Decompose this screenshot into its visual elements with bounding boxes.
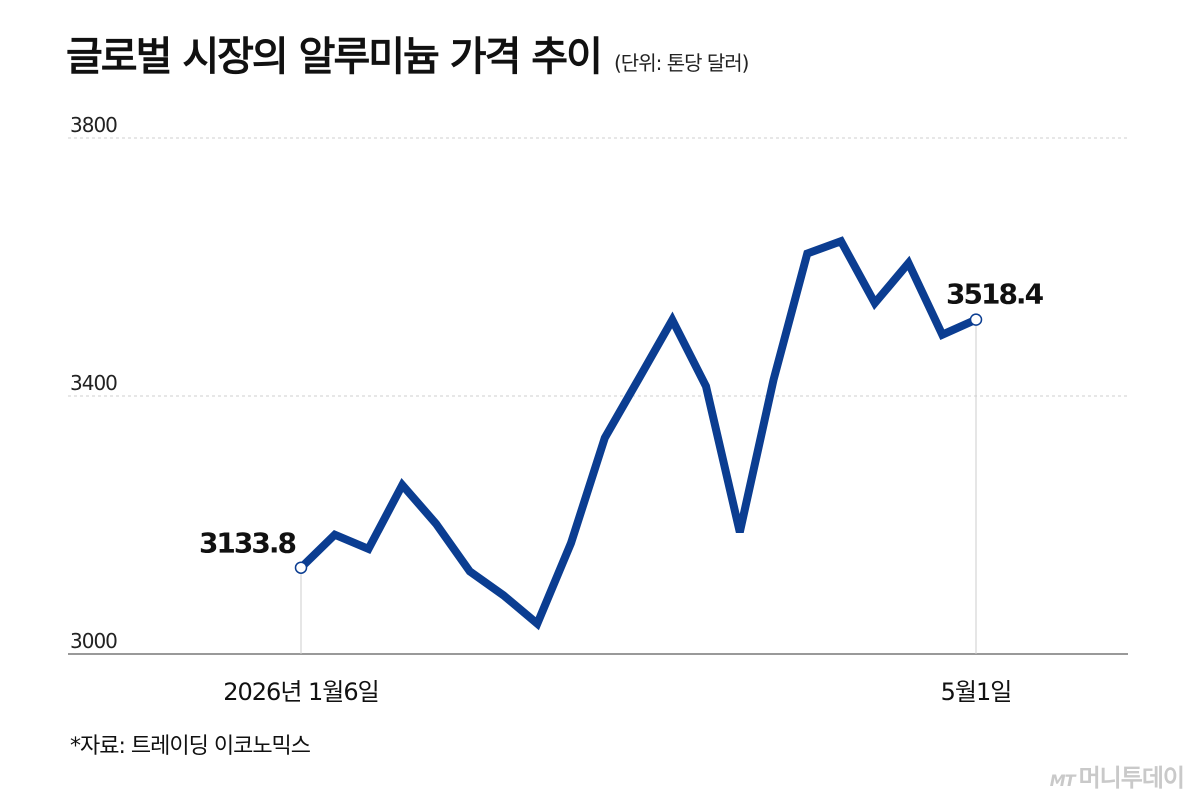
data-point-marker	[969, 313, 983, 326]
y-tick-label: 3000	[70, 629, 117, 653]
data-point-marker	[294, 561, 308, 574]
x-tick-label: 2026년 1월6일	[223, 678, 379, 706]
title-row: 글로벌 시장의 알루미늄 가격 추이 (단위: 톤당 달러)	[66, 24, 749, 82]
logo-text: 머니투데이	[1078, 764, 1185, 792]
data-label: 3518.4	[946, 278, 1044, 311]
unit-label: (단위: 톤당 달러)	[614, 51, 749, 75]
series-line	[298, 236, 978, 631]
source-note: *자료: 트레이딩 이코노믹스	[70, 734, 311, 759]
y-tick-label: 3400	[70, 371, 117, 395]
x-tick-label: 5월1일	[941, 678, 1012, 706]
data-label: 3133.8	[199, 527, 296, 560]
y-tick-label: 3800	[70, 113, 117, 137]
chart-title: 글로벌 시장의 알루미늄 가격 추이	[66, 34, 603, 80]
publisher-logo: MT 머니투데이	[1049, 758, 1185, 793]
logo-mt: MT	[1049, 771, 1076, 790]
